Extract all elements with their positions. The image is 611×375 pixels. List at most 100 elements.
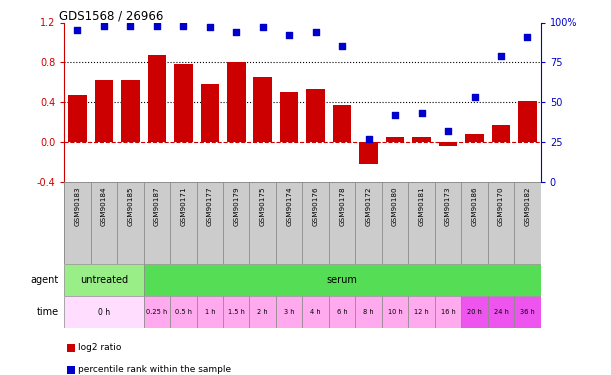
Text: serum: serum	[327, 275, 357, 285]
Bar	[170, 182, 197, 264]
Text: 24 h: 24 h	[494, 309, 508, 315]
Bar	[439, 142, 458, 146]
Bar	[197, 182, 223, 264]
Text: GSM90182: GSM90182	[524, 186, 530, 226]
Bar	[302, 296, 329, 328]
Point	[232, 29, 241, 35]
Text: 36 h: 36 h	[520, 309, 535, 315]
Text: 1.5 h: 1.5 h	[228, 309, 244, 315]
Bar	[492, 125, 510, 142]
Text: GSM90178: GSM90178	[339, 186, 345, 226]
Bar	[412, 137, 431, 142]
Bar	[144, 296, 170, 328]
Bar	[64, 264, 144, 296]
Point	[125, 22, 135, 29]
Text: GSM90186: GSM90186	[472, 186, 478, 226]
Bar	[280, 92, 299, 142]
Bar	[117, 182, 144, 264]
Point	[178, 22, 188, 29]
Bar	[197, 296, 223, 328]
Point	[99, 22, 109, 29]
Bar	[227, 62, 246, 142]
Text: GSM90176: GSM90176	[313, 186, 319, 226]
Point	[337, 44, 347, 50]
Text: GSM90177: GSM90177	[207, 186, 213, 226]
Point	[470, 94, 480, 100]
Bar	[249, 296, 276, 328]
Bar	[276, 296, 302, 328]
Text: GSM90181: GSM90181	[419, 186, 425, 226]
Text: 0.25 h: 0.25 h	[146, 309, 167, 315]
Bar	[148, 56, 166, 142]
Point	[417, 110, 426, 116]
Bar	[408, 296, 435, 328]
Bar	[435, 296, 461, 328]
Bar	[254, 77, 272, 142]
Bar	[95, 80, 113, 142]
Bar	[359, 142, 378, 164]
Text: untreated: untreated	[80, 275, 128, 285]
Text: agent: agent	[31, 275, 59, 285]
Point	[522, 34, 532, 40]
Text: 0.5 h: 0.5 h	[175, 309, 192, 315]
Text: log2 ratio: log2 ratio	[78, 343, 122, 352]
Bar	[64, 296, 144, 328]
Bar	[144, 264, 541, 296]
Bar	[514, 182, 541, 264]
Bar	[200, 84, 219, 142]
Point	[152, 22, 162, 29]
Text: 8 h: 8 h	[364, 309, 374, 315]
Point	[364, 136, 373, 142]
Text: 12 h: 12 h	[414, 309, 429, 315]
Point	[496, 53, 506, 59]
Bar	[386, 137, 404, 142]
Bar	[307, 89, 325, 142]
Text: 10 h: 10 h	[388, 309, 403, 315]
Text: GSM90185: GSM90185	[127, 186, 133, 226]
Text: time: time	[37, 307, 59, 317]
Text: 2 h: 2 h	[257, 309, 268, 315]
Bar	[382, 182, 408, 264]
Text: GSM90172: GSM90172	[365, 186, 371, 226]
Bar	[302, 182, 329, 264]
Text: percentile rank within the sample: percentile rank within the sample	[78, 365, 232, 374]
Text: 3 h: 3 h	[284, 309, 295, 315]
Text: GSM90183: GSM90183	[75, 186, 81, 226]
Point	[284, 32, 294, 38]
Text: GSM90173: GSM90173	[445, 186, 451, 226]
Text: GSM90170: GSM90170	[498, 186, 504, 226]
Text: GSM90184: GSM90184	[101, 186, 107, 226]
Bar	[466, 134, 484, 142]
Point	[205, 24, 214, 30]
Text: GSM90175: GSM90175	[260, 186, 266, 226]
Bar	[170, 296, 197, 328]
Bar	[223, 296, 249, 328]
Bar	[461, 296, 488, 328]
Bar	[488, 296, 514, 328]
Bar	[382, 296, 408, 328]
Bar	[488, 182, 514, 264]
Bar	[435, 182, 461, 264]
Bar	[68, 95, 87, 142]
Text: 4 h: 4 h	[310, 309, 321, 315]
Bar	[356, 182, 382, 264]
Point	[258, 24, 268, 30]
Text: 16 h: 16 h	[441, 309, 455, 315]
Bar	[329, 182, 356, 264]
Bar	[356, 296, 382, 328]
Text: GSM90187: GSM90187	[154, 186, 160, 226]
Bar	[514, 296, 541, 328]
Bar	[276, 182, 302, 264]
Bar	[408, 182, 435, 264]
Text: 1 h: 1 h	[205, 309, 215, 315]
Bar	[174, 64, 192, 142]
Bar	[249, 182, 276, 264]
Point	[443, 128, 453, 134]
Text: GSM90171: GSM90171	[180, 186, 186, 226]
Point	[311, 29, 321, 35]
Bar	[329, 296, 356, 328]
Text: GSM90179: GSM90179	[233, 186, 240, 226]
Text: 20 h: 20 h	[467, 309, 482, 315]
Bar	[333, 105, 351, 142]
Bar	[90, 182, 117, 264]
